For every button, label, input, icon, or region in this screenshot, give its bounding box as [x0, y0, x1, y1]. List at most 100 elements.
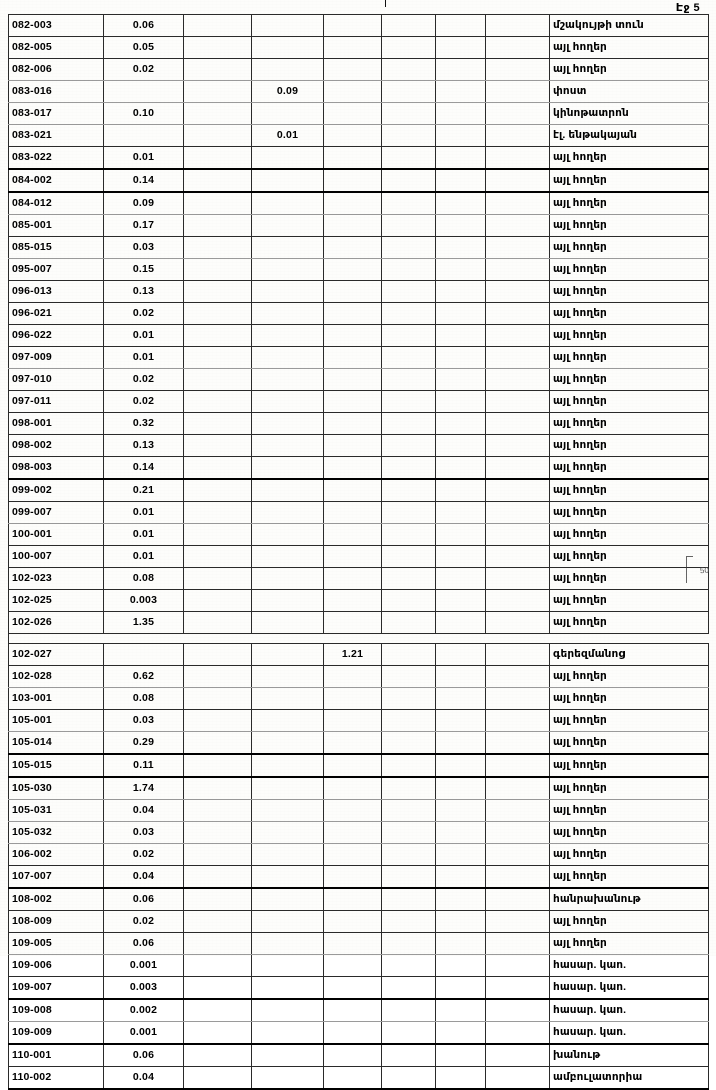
row-value-2: [183, 390, 252, 413]
row-value-1: 0.01: [103, 545, 184, 568]
section-break-cell: [381, 633, 436, 644]
row-value-3: [251, 324, 324, 347]
row-value-1: 0.05: [103, 36, 184, 59]
row-designation: այլ հողեր: [549, 258, 709, 281]
row-value-6: [435, 80, 486, 103]
row-value-1: 0.02: [103, 910, 184, 933]
row-value-2: [183, 368, 252, 391]
row-value-3: [251, 258, 324, 281]
row-value-7: [485, 80, 550, 103]
row-value-3: [251, 776, 324, 800]
row-value-4: [323, 124, 382, 147]
row-value-3: [251, 302, 324, 325]
row-value-5: [381, 302, 436, 325]
row-value-1: 0.06: [103, 932, 184, 955]
row-value-2: [183, 589, 252, 612]
row-value-5: [381, 589, 436, 612]
row-value-7: [485, 390, 550, 413]
row-value-6: [435, 799, 486, 822]
row-value-7: [485, 302, 550, 325]
row-value-7: [485, 191, 550, 215]
row-value-2: [183, 643, 252, 666]
row-value-6: [435, 146, 486, 170]
table-row: 083-021 0.01 էլ. ենթակայան: [8, 124, 709, 147]
table-row: 109-009 0.001 հասար. կաո.: [8, 1021, 709, 1045]
row-value-1: 0.01: [103, 324, 184, 347]
row-value-6: [435, 236, 486, 259]
row-value-4: [323, 58, 382, 81]
row-code: 082-005: [8, 36, 104, 59]
section-break-cell: [8, 633, 104, 644]
row-value-7: [485, 346, 550, 369]
row-value-6: [435, 390, 486, 413]
row-code: 097-010: [8, 368, 104, 391]
row-value-5: [381, 523, 436, 546]
row-code: 103-001: [8, 687, 104, 710]
row-value-6: [435, 58, 486, 81]
row-value-7: [485, 280, 550, 303]
row-value-5: [381, 1021, 436, 1045]
table-row: 102-028 0.62 այլ հողեր: [8, 665, 709, 688]
row-value-2: [183, 258, 252, 281]
table-row: 082-006 0.02 այլ հողեր: [8, 58, 709, 81]
row-value-5: [381, 501, 436, 524]
table-row: 109-007 0.003 հասար. կաո.: [8, 976, 709, 1000]
row-code: 098-002: [8, 434, 104, 457]
row-value-4: [323, 589, 382, 612]
row-designation: այլ հողեր: [549, 843, 709, 866]
row-value-1: 0.003: [103, 976, 184, 1000]
row-designation: հասար. կաո.: [549, 954, 709, 977]
row-designation: այլ հողեր: [549, 280, 709, 303]
row-value-1: 0.01: [103, 146, 184, 170]
row-value-3: [251, 709, 324, 732]
row-value-7: [485, 753, 550, 778]
row-value-5: [381, 821, 436, 844]
row-code: 109-008: [8, 998, 104, 1022]
row-value-2: [183, 501, 252, 524]
table-row: 082-005 0.05 այլ հողեր: [8, 36, 709, 59]
row-value-7: [485, 523, 550, 546]
row-value-5: [381, 910, 436, 933]
table-row: 103-001 0.08 այլ հողեր: [8, 687, 709, 710]
row-value-5: [381, 665, 436, 688]
row-value-6: [435, 346, 486, 369]
row-code: 083-022: [8, 146, 104, 170]
row-value-6: [435, 709, 486, 732]
row-value-5: [381, 998, 436, 1022]
row-value-1: 1.74: [103, 776, 184, 800]
row-value-2: [183, 545, 252, 568]
land-register-table: 082-003 0.06 մշակույթի տուն 082-005 0.05 այլ …: [8, 14, 709, 1090]
row-value-6: [435, 324, 486, 347]
table-row: 097-010 0.02 այլ հողեր: [8, 368, 709, 391]
row-designation: այլ հողեր: [549, 501, 709, 524]
row-value-4: [323, 168, 382, 193]
row-value-4: [323, 1021, 382, 1045]
row-value-5: [381, 865, 436, 889]
row-value-3: [251, 954, 324, 977]
row-value-2: [183, 753, 252, 778]
row-value-2: [183, 434, 252, 457]
row-value-6: [435, 168, 486, 193]
row-value-1: 0.21: [103, 478, 184, 502]
row-designation: այլ հողեր: [549, 36, 709, 59]
row-value-4: [323, 36, 382, 59]
row-value-2: [183, 821, 252, 844]
row-value-2: [183, 932, 252, 955]
row-value-1: 0.04: [103, 865, 184, 889]
row-value-1: 0.11: [103, 753, 184, 778]
row-code: 095-007: [8, 258, 104, 281]
row-value-5: [381, 731, 436, 755]
row-value-6: [435, 501, 486, 524]
table-row: 096-013 0.13 այլ հողեր: [8, 280, 709, 303]
row-designation: այլ հողեր: [549, 567, 709, 590]
row-value-2: [183, 168, 252, 193]
row-value-5: [381, 191, 436, 215]
row-designation: այլ հողեր: [549, 434, 709, 457]
row-value-1: 0.04: [103, 799, 184, 822]
row-value-4: [323, 1043, 382, 1067]
row-code: 100-007: [8, 545, 104, 568]
row-value-5: [381, 258, 436, 281]
row-designation: այլ հողեր: [549, 412, 709, 435]
row-designation: այլ հողեր: [549, 865, 709, 889]
row-value-4: [323, 731, 382, 755]
